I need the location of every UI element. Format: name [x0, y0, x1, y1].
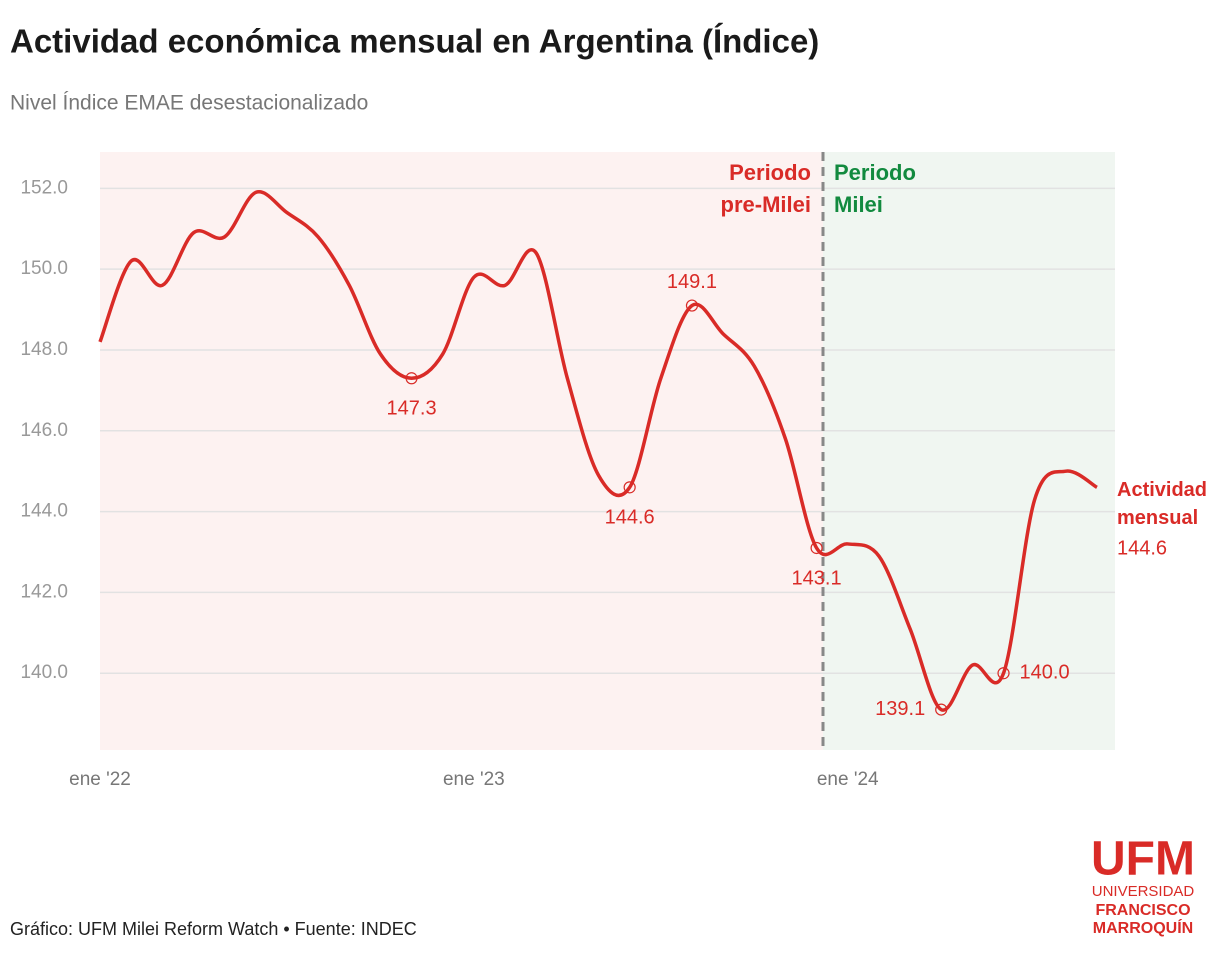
period-background — [100, 152, 823, 750]
point-marker — [810, 541, 823, 555]
point-marker — [997, 667, 1010, 680]
line — [98, 190, 1098, 712]
value-label: 143.1 — [792, 567, 842, 589]
point-marker — [405, 372, 418, 385]
value-label: 140.0 — [1020, 662, 1070, 684]
value-label: 144.6 — [1117, 537, 1167, 559]
y-tick-label: 140.0 — [20, 662, 68, 683]
period-label: Periodo Milei — [834, 160, 916, 217]
y-tick-label: 142.0 — [20, 581, 68, 602]
period-label: Periodo pre-Milei — [720, 160, 811, 217]
y-tick-label: 146.0 — [20, 420, 68, 441]
point-marker — [623, 481, 636, 494]
value-label: 147.3 — [387, 398, 437, 420]
logo-line: FRANCISCO — [1095, 902, 1190, 919]
x-tick-label: ene '24 — [817, 769, 879, 790]
point-marker — [685, 299, 699, 312]
value-label: 139.1 — [875, 698, 925, 720]
period-background — [823, 152, 1115, 750]
series-label: Actividad mensual — [1117, 479, 1208, 529]
x-tick-label: ene '23 — [443, 769, 505, 790]
y-tick-label: 152.0 — [20, 177, 68, 198]
value-label: 144.6 — [605, 507, 655, 529]
footer: Gráfico: UFM Milei Reform Watch • Fuente… — [10, 919, 417, 939]
chart-title: Actividad económica mensual en Argentina… — [10, 23, 819, 60]
point-marker — [935, 703, 948, 716]
x-tick-label: ene '22 — [69, 769, 131, 790]
y-tick-label: 144.0 — [20, 501, 68, 522]
logo-name: UFM — [1091, 833, 1195, 886]
y-tick-label: 148.0 — [20, 339, 68, 360]
logo-line: MARROQUÍN — [1093, 918, 1193, 937]
chart-subtitle: Nivel Índice EMAE desestacionalizado — [10, 92, 368, 115]
y-tick-label: 150.0 — [20, 258, 68, 279]
value-label: 149.1 — [667, 271, 717, 293]
logo-line: UNIVERSIDAD — [1092, 883, 1195, 900]
